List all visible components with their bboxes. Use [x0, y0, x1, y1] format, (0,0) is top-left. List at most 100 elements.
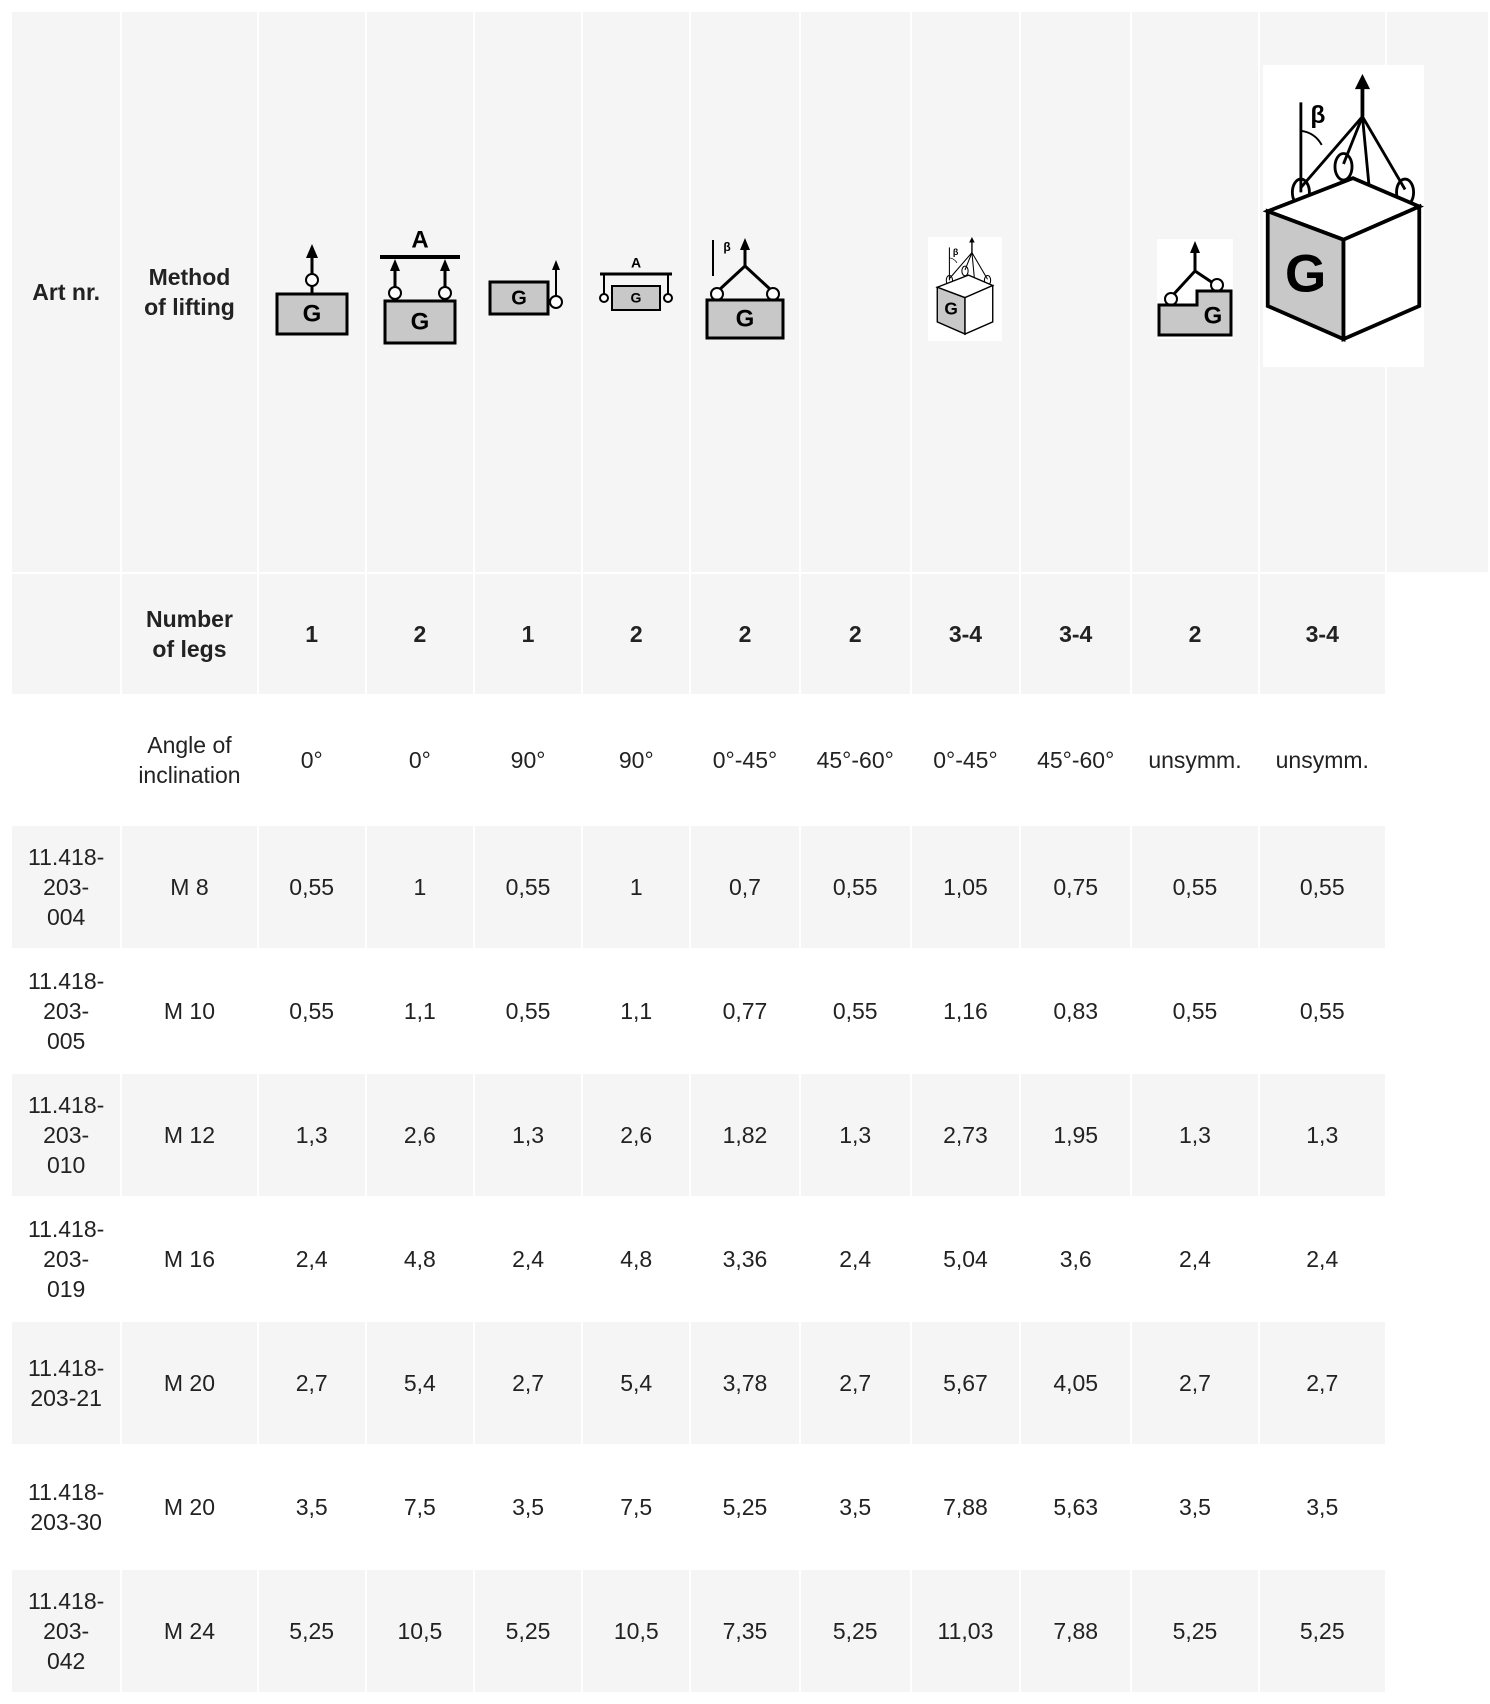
icon-cell: A G: [583, 12, 690, 572]
load-value: 0,75: [1021, 826, 1131, 948]
load-value: 2,6: [583, 1074, 690, 1196]
icon-small-beam: A G: [599, 254, 674, 311]
icon-beam: A G: [379, 226, 460, 344]
load-value: 0,7: [691, 826, 799, 948]
load-value: 3,5: [1306, 1494, 1339, 1520]
load-value: 7,5: [620, 1494, 653, 1520]
icon-label: G: [411, 308, 430, 335]
load-value: 3,6: [1059, 1246, 1092, 1272]
thread-size: M 12: [122, 1074, 257, 1196]
header-method: Method of lifting: [122, 12, 257, 572]
icon-label: G: [736, 305, 755, 332]
data-row: 11.418-203-010 M 12 1,3 2,6 1,3 2,6 1,82 1,3 2,7…: [12, 1074, 1488, 1196]
thread-size: M 10: [163, 998, 216, 1024]
icon-label: β: [953, 246, 959, 256]
angle-value: 0°: [300, 747, 323, 773]
load-value: 1,82: [691, 1074, 799, 1196]
load-value: 10,5: [583, 1570, 690, 1692]
load-value: 7,88: [943, 1494, 988, 1520]
load-value: 2,4: [1178, 1246, 1211, 1272]
load-value: 1,3: [1132, 1074, 1258, 1196]
load-value: 2,4: [839, 1246, 872, 1272]
load-value: 2,7: [258, 1322, 365, 1444]
icon-cell: G: [258, 12, 365, 572]
icon-label: G: [1204, 302, 1223, 329]
load-value: 1,1: [403, 998, 436, 1024]
angle-value: unsymm.: [1275, 747, 1369, 773]
icon-label: G: [945, 298, 958, 318]
load-value: 0,55: [474, 826, 582, 948]
load-value: 7,88: [1021, 1570, 1131, 1692]
load-value: 0,55: [1172, 998, 1218, 1024]
legs-value: 2: [1132, 574, 1258, 694]
icon-four-leg: β G: [928, 237, 1003, 341]
icon-cell: β G: [691, 12, 799, 572]
load-value: 5,4: [366, 1322, 473, 1444]
load-value: 7,5: [403, 1494, 436, 1520]
thread-size: M 8: [122, 826, 257, 948]
load-value: 4,8: [620, 1246, 653, 1272]
load-value: 0,55: [1132, 826, 1258, 948]
legs-value: 1: [258, 574, 365, 694]
legs-row: Number of legs 1 2 1 2 2 2 3-4 3-4 2 3-4: [12, 574, 1488, 694]
icon-unsymmetric: G: [1156, 238, 1233, 339]
load-value: 5,25: [722, 1494, 768, 1520]
load-value: 2,4: [1306, 1246, 1339, 1272]
load-value: 7,35: [691, 1570, 799, 1692]
data-row: 11.418-203-004 M 8 0,55 1 0,55 1 0,7 0,55 1,05 0,…: [12, 826, 1488, 948]
icon-label: A: [631, 254, 641, 270]
legs-value: 2: [800, 574, 910, 694]
load-value: 0,83: [1053, 998, 1099, 1024]
icon-cell: G: [1132, 12, 1258, 572]
art-number: 11.418-203-005: [28, 968, 105, 1054]
legs-value: 2: [366, 574, 473, 694]
art-number: 11.418-203-042: [12, 1570, 121, 1692]
legs-value: 3-4: [911, 574, 1020, 694]
data-row: 11.418-203-21 M 20 2,7 5,4 2,7 5,4 3,78 2,7 5,67…: [12, 1322, 1488, 1444]
art-number: 11.418-203-019: [28, 1216, 105, 1302]
load-value: 1,1: [620, 998, 653, 1024]
load-value: 0,55: [1259, 826, 1385, 948]
load-value: 4,8: [403, 1246, 436, 1272]
icon-cell: G: [474, 12, 582, 572]
data-row: 11.418-203-042 M 24 5,25 10,5 5,25 10,5 7,35 5,…: [12, 1570, 1488, 1692]
icon-label: A: [411, 229, 428, 253]
art-number: 11.418-203-010: [12, 1074, 121, 1196]
load-value: 1,3: [258, 1074, 365, 1196]
icon-cell: A G: [366, 12, 473, 572]
load-value: 3,5: [839, 1494, 872, 1520]
legs-value: 2: [583, 574, 690, 694]
empty-cell: [12, 696, 120, 824]
load-value: 2,7: [800, 1322, 910, 1444]
angle-value: 0°-45°: [712, 747, 778, 773]
load-value: 11,03: [911, 1570, 1020, 1692]
load-value: 0,55: [258, 826, 365, 948]
icon-label: G: [631, 289, 642, 305]
load-value: 2,7: [1132, 1322, 1258, 1444]
icon-cell: [1021, 12, 1131, 572]
load-value: 1,95: [1021, 1074, 1131, 1196]
load-value: 0,55: [505, 998, 551, 1024]
load-value: 1,3: [474, 1074, 582, 1196]
lifting-table: Art nr. Method of lifting G A: [10, 10, 1490, 1694]
angle-value: 90°: [510, 747, 546, 773]
load-value: 2,7: [474, 1322, 582, 1444]
load-value: 0,55: [800, 826, 910, 948]
load-value: 1: [366, 826, 473, 948]
load-value: 2,7: [1259, 1322, 1385, 1444]
load-value: 2,4: [512, 1246, 545, 1272]
load-value: 3,78: [691, 1322, 799, 1444]
legs-value: 3-4: [1021, 574, 1131, 694]
thread-size: M 20: [122, 1322, 257, 1444]
load-value: 5,04: [943, 1246, 988, 1272]
load-value: 0,55: [832, 998, 878, 1024]
load-value: 5,63: [1053, 1494, 1099, 1520]
load-value: 0,77: [722, 998, 768, 1024]
art-number: 11.418-203-004: [12, 826, 121, 948]
angle-value: 45°-60°: [1037, 747, 1115, 773]
load-value: 3,36: [722, 1246, 768, 1272]
icon-label: G: [1285, 245, 1326, 304]
angle-row: Angle of inclination 0° 0° 90° 90° 0°-45° 45°…: [12, 696, 1488, 824]
angle-value: 45°-60°: [816, 747, 894, 773]
